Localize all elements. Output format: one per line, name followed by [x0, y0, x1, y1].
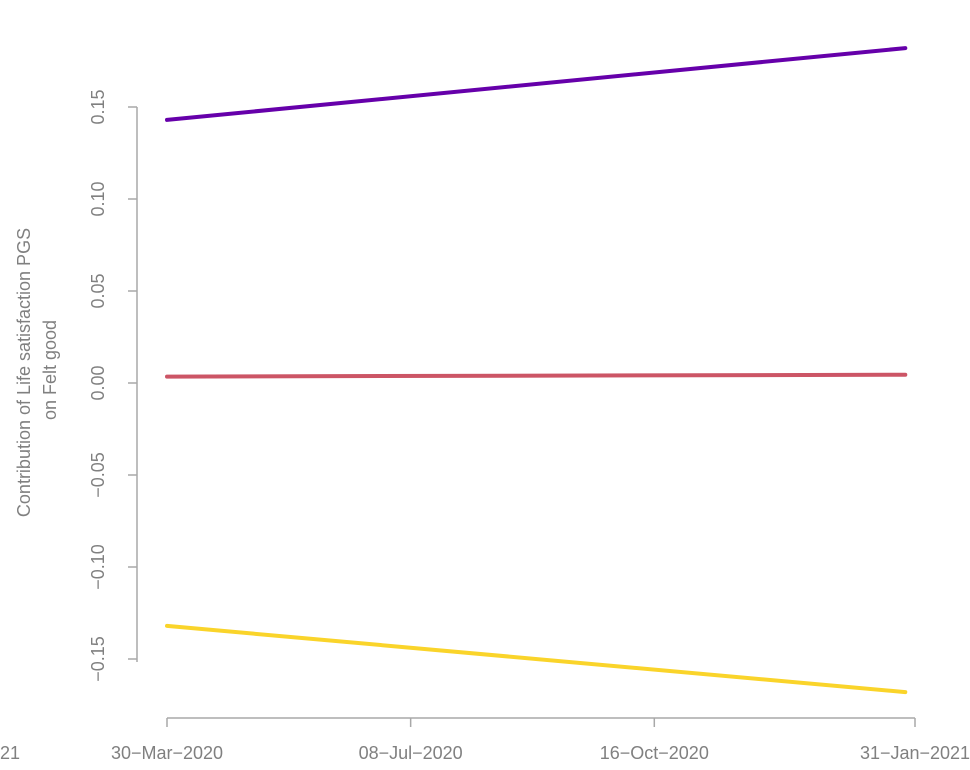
- x-tick-label: 30−Mar−2020: [111, 743, 223, 763]
- y-tick-label: −0.05: [88, 452, 108, 498]
- y-tick-label: −0.15: [88, 636, 108, 682]
- x-tick-label-clipped: 21: [0, 743, 20, 763]
- series-line-2: [165, 372, 908, 379]
- y-tick-label: 0.05: [88, 273, 108, 308]
- y-tick-label: 0.10: [88, 181, 108, 216]
- y-axis-ticks: 0.15 0.10 0.05 0.00 −0.05 −0.10 −0.15: [88, 89, 137, 682]
- y-tick-label: 0.00: [88, 365, 108, 400]
- x-axis-ticks: 30−Mar−2020 08−Jul−2020 16−Oct−2020 31−Jan−…: [111, 718, 970, 763]
- plot-area: [165, 46, 908, 695]
- series-line-3: [165, 623, 908, 695]
- x-tick-label: 31−Jan−2021: [860, 743, 970, 763]
- x-tick-label: 16−Oct−2020: [600, 743, 709, 763]
- y-axis-title-line-1: Contribution of Life satisfaction PGS: [14, 228, 34, 517]
- y-tick-label: 0.15: [88, 89, 108, 124]
- y-axis-title: Contribution of Life satisfaction PGS on…: [14, 223, 60, 517]
- y-axis-title-line-2: on Felt good: [40, 320, 60, 420]
- y-axis: 0.15 0.10 0.05 0.00 −0.05 −0.10 −0.15: [88, 89, 138, 682]
- series-line-1: [165, 46, 908, 122]
- x-tick-label: 08−Jul−2020: [359, 743, 463, 763]
- y-tick-label: −0.10: [88, 544, 108, 590]
- x-axis: 30−Mar−2020 08−Jul−2020 16−Oct−2020 31−Jan−…: [0, 717, 970, 763]
